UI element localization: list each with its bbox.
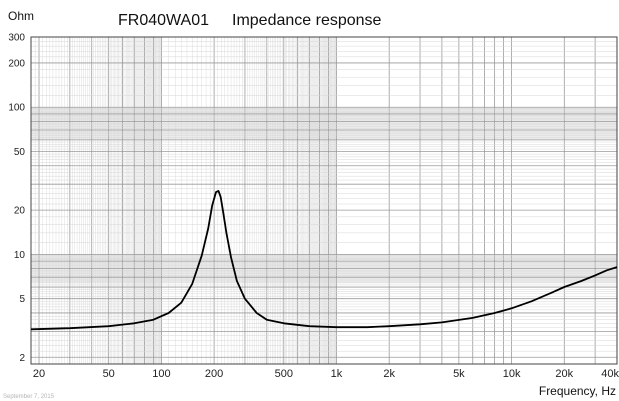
y-tick-label: 2 — [19, 353, 25, 364]
grid-lines — [30, 36, 618, 365]
x-tick-label: 200 — [205, 368, 223, 380]
y-tick-label: 10 — [14, 250, 26, 261]
plot-frame — [30, 36, 618, 365]
y-tick-label: 20 — [14, 206, 26, 217]
y-tick-labels: 2 5 10 20 50 100 200 300 — [8, 33, 25, 364]
x-tick-label: 2k — [383, 368, 395, 380]
y-tick-label: 100 — [8, 103, 25, 114]
x-tick-label: 50 — [103, 368, 115, 380]
x-tick-label: 5k — [453, 368, 465, 380]
y-axis-label: Ohm — [8, 9, 34, 23]
x-axis-label: Frequency, Hz — [539, 384, 616, 398]
x-tick-label: 1k — [331, 368, 343, 380]
chart-subtitle: Impedance response — [232, 12, 382, 29]
date-stamp: September 7, 2015 — [3, 394, 55, 400]
x-tick-label: 20k — [555, 368, 573, 380]
impedance-curve — [30, 190, 618, 331]
y-tick-label: 5 — [19, 294, 25, 305]
x-tick-label: 100 — [152, 368, 170, 380]
x-tick-label: 40k — [601, 368, 619, 380]
x-tick-label: 20 — [33, 368, 45, 380]
y-tick-label: 50 — [14, 147, 26, 158]
x-tick-labels: 20 50 100 200 500 1k 2k 5k 10k 20k 40k — [33, 368, 619, 380]
y-tick-label: 300 — [8, 33, 25, 44]
y-tick-label: 200 — [8, 58, 25, 69]
chart-title: FR040WA01 — [118, 12, 209, 29]
x-tick-label: 10k — [503, 368, 521, 380]
x-tick-label: 500 — [275, 368, 293, 380]
